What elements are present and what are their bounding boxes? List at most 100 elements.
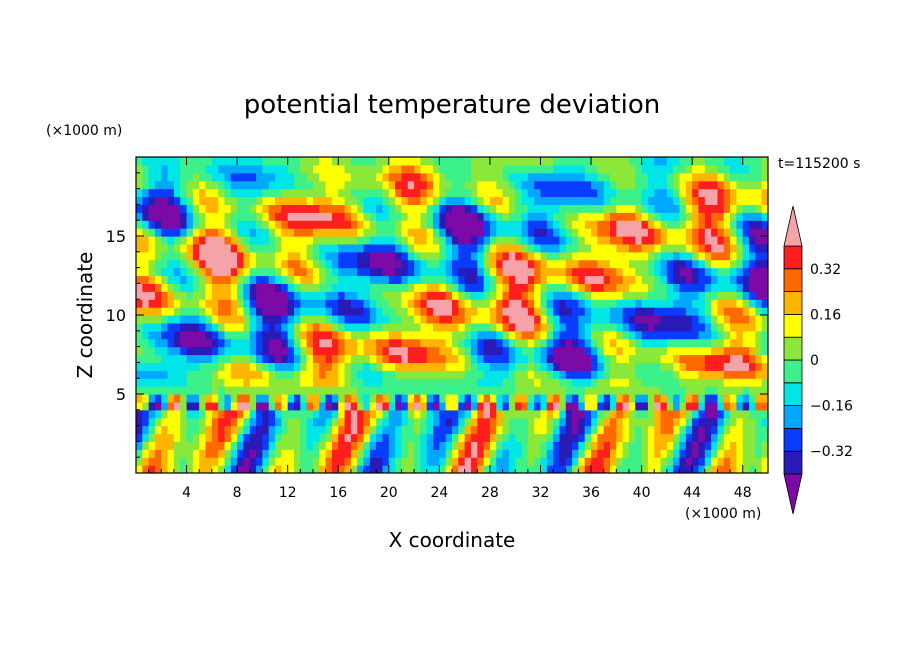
field-cell — [243, 401, 251, 411]
field-cell — [489, 370, 497, 379]
field-cell — [243, 465, 251, 473]
field-cell — [369, 378, 377, 387]
field-cell — [591, 362, 598, 371]
field-cell — [635, 386, 643, 395]
field-cell — [376, 196, 384, 205]
field-cell — [685, 172, 693, 182]
field-cell — [199, 172, 207, 182]
field-cell — [376, 315, 384, 324]
field-cell — [749, 330, 756, 340]
field-cell — [161, 394, 169, 403]
field-cell — [319, 354, 327, 363]
field-cell — [426, 220, 434, 229]
field-cell — [736, 275, 744, 284]
field-cell — [502, 441, 510, 450]
field-cell — [559, 441, 567, 450]
field-cell — [357, 188, 365, 198]
field-cell — [173, 449, 181, 458]
field-cell — [508, 259, 516, 269]
field-cell — [578, 449, 586, 458]
field-cell — [603, 204, 611, 213]
field-cell — [553, 228, 561, 237]
field-cell — [534, 267, 542, 277]
field-cell — [755, 164, 763, 174]
field-cell — [521, 236, 529, 245]
field-cell — [369, 449, 377, 458]
field-cell — [654, 291, 662, 300]
field-cell — [515, 275, 523, 284]
field-cell — [218, 354, 226, 363]
field-cell — [597, 457, 605, 466]
field-cell — [559, 378, 567, 387]
field-cell — [154, 157, 162, 166]
field-cell — [730, 417, 737, 427]
field-cell — [312, 243, 320, 253]
field-cell — [192, 243, 200, 253]
field-cell — [515, 401, 523, 411]
field-cell — [426, 417, 434, 427]
field-cell — [382, 180, 390, 190]
field-cell — [262, 212, 270, 221]
field-cell — [281, 251, 289, 261]
field-cell — [489, 164, 497, 174]
field-cell — [382, 401, 390, 411]
field-cell — [161, 409, 169, 419]
field-cell — [534, 315, 542, 324]
field-cell — [578, 275, 586, 284]
field-cell — [572, 394, 579, 403]
field-cell — [666, 433, 674, 442]
field-cell — [628, 180, 636, 190]
field-cell — [262, 394, 270, 403]
field-cell — [654, 204, 662, 213]
field-cell — [363, 212, 371, 221]
field-cell — [654, 220, 662, 229]
field-cell — [294, 228, 301, 237]
field-cell — [679, 315, 687, 324]
field-cell — [736, 172, 744, 182]
field-cell — [331, 204, 339, 213]
field-cell — [534, 401, 542, 411]
field-cell — [186, 338, 194, 348]
field-cell — [470, 386, 478, 395]
field-cell — [192, 228, 200, 237]
field-cell — [477, 157, 485, 166]
field-cell — [382, 275, 390, 284]
field-cell — [186, 441, 194, 450]
field-cell — [433, 204, 440, 213]
field-cell — [148, 259, 156, 269]
field-cell — [730, 228, 737, 237]
field-cell — [230, 236, 238, 245]
field-cell — [723, 433, 731, 442]
field-cell — [344, 409, 352, 419]
field-cell — [559, 220, 567, 229]
field-cell — [496, 251, 504, 261]
field-cell — [275, 228, 282, 237]
field-cell — [319, 196, 327, 205]
field-cell — [199, 433, 207, 442]
field-cell — [344, 243, 352, 253]
field-cell — [698, 212, 706, 221]
field-cell — [685, 196, 693, 205]
field-cell — [243, 188, 251, 198]
field-cell — [237, 370, 245, 379]
field-cell — [439, 465, 447, 473]
field-cell — [249, 236, 257, 245]
field-cell — [211, 291, 219, 300]
field-cell — [761, 362, 768, 371]
field-cell — [363, 362, 371, 371]
field-cell — [647, 370, 655, 379]
field-cell — [464, 338, 472, 348]
field-cell — [515, 378, 523, 387]
field-cell — [673, 251, 681, 261]
field-cell — [635, 180, 643, 190]
field-cell — [287, 354, 295, 363]
field-cell — [660, 275, 668, 284]
field-cell — [382, 291, 390, 300]
field-cell — [287, 180, 295, 190]
field-cell — [262, 299, 270, 308]
field-cell — [553, 188, 561, 198]
field-cell — [186, 283, 194, 292]
field-cell — [654, 386, 662, 395]
field-cell — [287, 283, 295, 292]
